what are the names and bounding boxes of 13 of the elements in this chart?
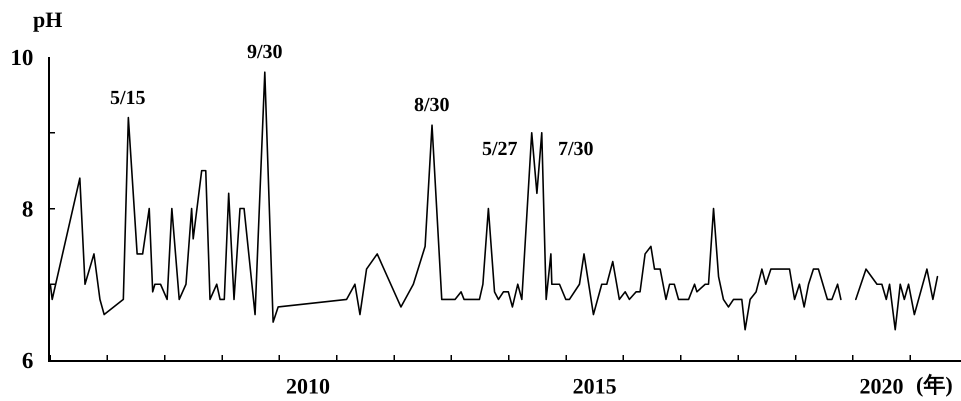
x-tick-label: 2010 — [286, 373, 330, 398]
x-axis-title: (年) — [916, 372, 953, 397]
y-tick-label: 6 — [22, 348, 34, 374]
x-tick-label: 2020 — [860, 373, 904, 398]
annotation: 8/30 — [414, 94, 450, 116]
annotation: 9/30 — [247, 41, 283, 63]
annotation: 5/15 — [110, 87, 146, 109]
annotation: 5/27 — [482, 138, 518, 160]
annotation: 7/30 — [558, 138, 594, 160]
y-axis-title: pH — [33, 7, 62, 32]
y-tick-label: 8 — [22, 196, 34, 222]
x-tick-label: 2015 — [572, 373, 617, 398]
y-tick-label: 10 — [10, 45, 34, 70]
